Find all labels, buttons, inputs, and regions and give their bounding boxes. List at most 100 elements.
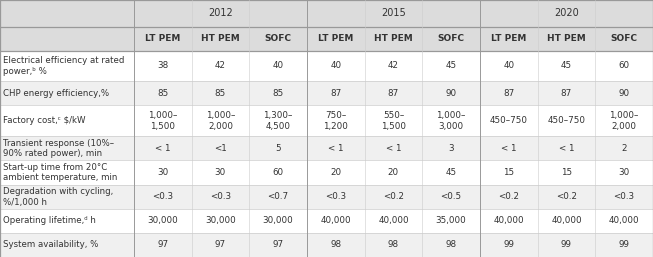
- Text: 99: 99: [561, 241, 572, 250]
- Text: <0.2: <0.2: [556, 192, 577, 201]
- Text: < 1: < 1: [155, 144, 170, 153]
- Text: 550–
1,500: 550– 1,500: [381, 111, 406, 131]
- Text: <0.3: <0.3: [325, 192, 346, 201]
- Text: 450–750: 450–750: [490, 116, 528, 125]
- Text: 99: 99: [618, 241, 629, 250]
- Text: 30: 30: [157, 168, 168, 177]
- Text: <0.3: <0.3: [152, 192, 173, 201]
- Text: 2012: 2012: [208, 8, 233, 18]
- Text: 38: 38: [157, 61, 168, 70]
- Text: 85: 85: [215, 89, 226, 98]
- Text: 40: 40: [503, 61, 515, 70]
- Text: HT PEM: HT PEM: [201, 34, 240, 43]
- Text: 2: 2: [622, 144, 627, 153]
- Text: 40,000: 40,000: [609, 216, 639, 225]
- Text: 90: 90: [618, 89, 629, 98]
- Text: LT PEM: LT PEM: [491, 34, 526, 43]
- Text: 87: 87: [330, 89, 342, 98]
- Text: 1,000–
2,000: 1,000– 2,000: [609, 111, 639, 131]
- Text: 30: 30: [215, 168, 226, 177]
- Bar: [0, 160, 653, 185]
- Text: 42: 42: [388, 61, 399, 70]
- Text: < 1: < 1: [328, 144, 343, 153]
- Text: LT PEM: LT PEM: [145, 34, 180, 43]
- Text: 60: 60: [272, 168, 283, 177]
- Bar: [0, 136, 653, 160]
- Text: 98: 98: [330, 241, 342, 250]
- Bar: [0, 105, 653, 136]
- Text: HT PEM: HT PEM: [547, 34, 586, 43]
- Text: 87: 87: [388, 89, 399, 98]
- Text: 45: 45: [445, 61, 456, 70]
- Text: Factory cost,ᶜ $/kW: Factory cost,ᶜ $/kW: [3, 116, 86, 125]
- Text: 1,000–
3,000: 1,000– 3,000: [436, 111, 466, 131]
- Text: 30,000: 30,000: [148, 216, 178, 225]
- Text: 42: 42: [215, 61, 226, 70]
- Text: 98: 98: [388, 241, 399, 250]
- Bar: [0, 185, 653, 209]
- Text: 98: 98: [445, 241, 456, 250]
- Text: 20: 20: [330, 168, 342, 177]
- Text: 97: 97: [272, 241, 283, 250]
- Text: 30,000: 30,000: [263, 216, 293, 225]
- Text: 45: 45: [445, 168, 456, 177]
- Bar: [0, 0, 653, 27]
- Text: 40,000: 40,000: [378, 216, 409, 225]
- Text: System availability, %: System availability, %: [3, 241, 99, 250]
- Text: SOFC: SOFC: [438, 34, 465, 43]
- Text: 87: 87: [561, 89, 572, 98]
- Text: <0.7: <0.7: [268, 192, 289, 201]
- Text: 90: 90: [445, 89, 456, 98]
- Text: < 1: < 1: [559, 144, 574, 153]
- Text: 40,000: 40,000: [321, 216, 351, 225]
- Text: 15: 15: [561, 168, 572, 177]
- Bar: [0, 27, 653, 51]
- Text: <0.3: <0.3: [210, 192, 231, 201]
- Text: 60: 60: [618, 61, 629, 70]
- Bar: [0, 209, 653, 233]
- Text: < 1: < 1: [386, 144, 401, 153]
- Text: SOFC: SOFC: [264, 34, 292, 43]
- Text: SOFC: SOFC: [611, 34, 638, 43]
- Text: 1,000–
2,000: 1,000– 2,000: [206, 111, 235, 131]
- Text: LT PEM: LT PEM: [318, 34, 353, 43]
- Text: 40: 40: [330, 61, 342, 70]
- Text: 40,000: 40,000: [494, 216, 524, 225]
- Text: 99: 99: [503, 241, 515, 250]
- Text: 2015: 2015: [381, 8, 406, 18]
- Text: <1: <1: [214, 144, 227, 153]
- Text: 87: 87: [503, 89, 515, 98]
- Text: 40,000: 40,000: [551, 216, 582, 225]
- Text: <0.2: <0.2: [383, 192, 404, 201]
- Text: 750–
1,200: 750– 1,200: [323, 111, 348, 131]
- Text: 85: 85: [272, 89, 283, 98]
- Bar: [0, 233, 653, 257]
- Text: 450–750: 450–750: [547, 116, 586, 125]
- Text: Start-up time from 20°C
ambient temperature, min: Start-up time from 20°C ambient temperat…: [3, 163, 118, 182]
- Text: Transient response (10%–
90% rated power), min: Transient response (10%– 90% rated power…: [3, 139, 114, 158]
- Bar: [0, 51, 653, 81]
- Text: 45: 45: [561, 61, 572, 70]
- Text: 20: 20: [388, 168, 399, 177]
- Text: <0.2: <0.2: [498, 192, 519, 201]
- Text: 97: 97: [215, 241, 226, 250]
- Text: HT PEM: HT PEM: [374, 34, 413, 43]
- Text: 2020: 2020: [554, 8, 579, 18]
- Text: 85: 85: [157, 89, 168, 98]
- Text: <0.3: <0.3: [614, 192, 635, 201]
- Text: 1,300–
4,500: 1,300– 4,500: [263, 111, 293, 131]
- Text: Operating lifetime,ᵈ h: Operating lifetime,ᵈ h: [3, 216, 96, 225]
- Text: 35,000: 35,000: [436, 216, 466, 225]
- Text: 5: 5: [276, 144, 281, 153]
- Text: 15: 15: [503, 168, 515, 177]
- Text: CHP energy efficiency,%: CHP energy efficiency,%: [3, 89, 110, 98]
- Text: < 1: < 1: [501, 144, 517, 153]
- Bar: [0, 81, 653, 105]
- Text: 40: 40: [272, 61, 283, 70]
- Text: 1,000–
1,500: 1,000– 1,500: [148, 111, 178, 131]
- Text: 3: 3: [449, 144, 454, 153]
- Text: Electrical efficiency at rated
power,ᵇ %: Electrical efficiency at rated power,ᵇ %: [3, 56, 125, 76]
- Text: <0.5: <0.5: [441, 192, 462, 201]
- Text: 30,000: 30,000: [205, 216, 236, 225]
- Text: Degradation with cycling,
%/1,000 h: Degradation with cycling, %/1,000 h: [3, 187, 114, 207]
